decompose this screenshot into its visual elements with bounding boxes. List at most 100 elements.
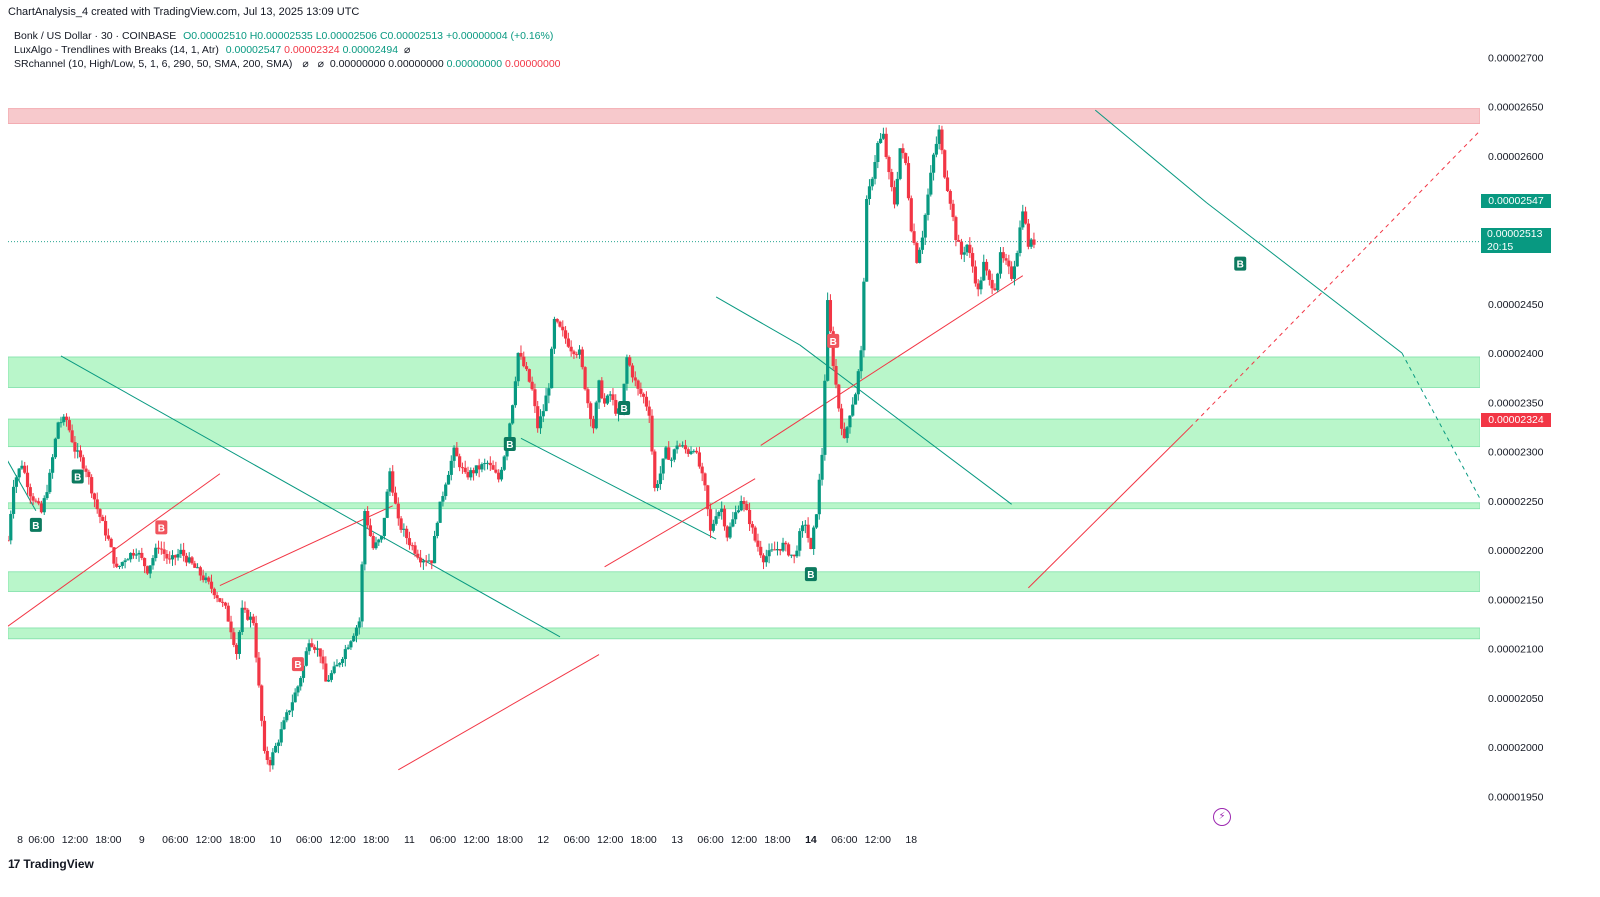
candle-body: [449, 460, 453, 475]
signal-label: B: [621, 404, 628, 415]
candle-body: [533, 389, 537, 407]
candle-body: [586, 389, 590, 404]
candle-body: [990, 279, 994, 289]
candle-body: [466, 472, 470, 478]
candle-body: [8, 540, 10, 542]
tradingview-logo-text: TradingView: [23, 857, 94, 871]
candle-body: [410, 545, 414, 547]
srchannel-value-4: 0.00000000: [505, 58, 561, 70]
candle-body: [524, 366, 529, 370]
hidden-eye-icon[interactable]: ⌀: [302, 58, 309, 70]
sell-signal-marker: B: [155, 520, 168, 535]
y-tick-label: 0.00002100: [1488, 644, 1544, 656]
candle-body: [915, 242, 919, 263]
candle-body: [940, 129, 944, 151]
candle-body: [324, 663, 328, 682]
candle-body: [867, 186, 872, 199]
signal-label: B: [506, 440, 513, 451]
lightning-icon[interactable]: ⚡: [1213, 808, 1231, 826]
hidden-eye-icon[interactable]: ⌀: [403, 44, 411, 56]
x-tick-label: 06:00: [564, 834, 590, 846]
candle-body: [697, 452, 701, 467]
x-tick-label: 12:00: [196, 834, 222, 846]
legend-row-luxalgo[interactable]: LuxAlgo - Trendlines with Breaks (14, 1,…: [14, 43, 561, 57]
candle-body: [920, 237, 925, 250]
candle-body: [148, 565, 152, 574]
candle-body: [1007, 260, 1011, 267]
candle-body: [962, 252, 966, 255]
candle-body: [742, 501, 746, 505]
candle-body: [159, 548, 163, 550]
support-zone: [8, 418, 1480, 448]
candle-body: [996, 273, 1000, 291]
candle-body: [563, 330, 568, 339]
candle-body: [477, 465, 481, 470]
candle-body: [968, 244, 972, 254]
candle-body: [806, 524, 810, 538]
candle-body: [151, 558, 155, 566]
candle-body: [759, 546, 763, 556]
legend-row-main[interactable]: Bonk / US Dollar · 30 · COINBASE O0.0000…: [14, 29, 561, 43]
candle-body: [193, 563, 197, 568]
candle-body: [187, 557, 191, 563]
candle-body: [901, 148, 905, 154]
candle-body: [976, 283, 980, 290]
candle-body: [511, 405, 515, 424]
candle-body: [154, 547, 158, 559]
x-tick-label: 06:00: [296, 834, 322, 846]
candle-body: [550, 348, 554, 389]
candle-body: [28, 487, 32, 497]
trendline-up: [1189, 130, 1480, 428]
candle-body: [115, 563, 119, 567]
candle-body: [81, 457, 85, 469]
candle-body: [402, 528, 406, 530]
candle-body: [98, 509, 102, 517]
candle-body: [299, 677, 303, 687]
candle-body: [39, 503, 44, 513]
candle-body: [739, 501, 743, 511]
candle-body: [413, 545, 417, 554]
candle-body: [419, 557, 423, 563]
luxalgo-value-2: 0.00002324: [284, 44, 340, 56]
candle-body: [865, 198, 869, 282]
candle-body: [572, 351, 576, 355]
candle-body: [642, 393, 646, 397]
resistance-zone: [8, 108, 1480, 124]
trendline-down: [1206, 202, 1403, 354]
candle-body: [1021, 211, 1025, 228]
legend-row-srchannel[interactable]: SRchannel (10, High/Low, 5, 1, 6, 290, 5…: [14, 57, 561, 71]
candle-body: [541, 411, 545, 417]
candle-body: [926, 194, 930, 215]
candle-body: [522, 356, 526, 367]
candle-body: [452, 447, 456, 461]
candle-body: [823, 380, 827, 455]
x-tick-label: 06:00: [430, 834, 456, 846]
x-tick-label: 14: [805, 834, 817, 846]
candle-body: [706, 485, 710, 510]
signal-label: B: [807, 570, 814, 581]
candle-body: [346, 647, 350, 650]
candle-body: [817, 479, 821, 515]
candle-body: [123, 560, 127, 563]
candle-body: [310, 643, 314, 647]
candle-body: [845, 427, 849, 439]
tradingview-logo[interactable]: 17 TradingView: [8, 857, 94, 871]
candle-body: [728, 526, 732, 538]
candle-body: [575, 354, 579, 356]
candle-body: [374, 542, 378, 549]
candle-body: [287, 710, 292, 713]
candle-body: [653, 451, 657, 488]
candle-body: [686, 449, 690, 454]
hidden-eye-icon[interactable]: ⌀: [317, 58, 324, 70]
candle-body: [851, 404, 855, 416]
signal-label: B: [830, 337, 837, 348]
candle-body: [363, 511, 367, 565]
candle-body: [488, 462, 492, 466]
x-tick-label: 12:00: [62, 834, 88, 846]
candle-body: [385, 491, 389, 518]
candle-body: [937, 129, 941, 144]
candle-body: [463, 467, 467, 473]
candle-body: [315, 648, 320, 650]
candle-body: [304, 651, 308, 666]
